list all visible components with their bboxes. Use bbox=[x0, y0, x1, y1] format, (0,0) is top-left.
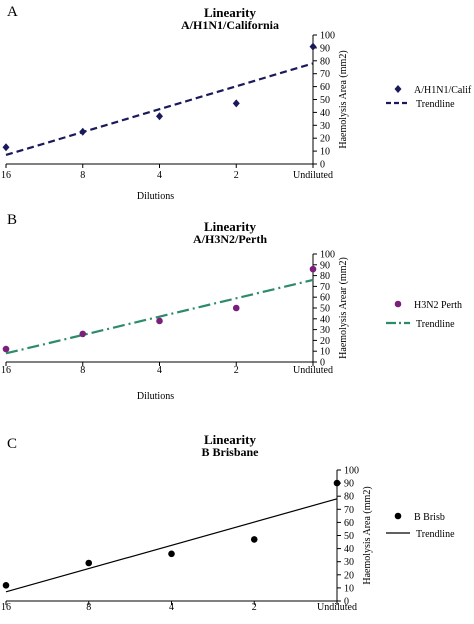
y-tick-label: 100 bbox=[344, 466, 359, 477]
y-tick-label: 60 bbox=[344, 518, 354, 529]
legend-label: Trendline bbox=[416, 99, 455, 110]
x-axis-title: Dilutions bbox=[137, 391, 174, 402]
chart-title: Linearity bbox=[204, 432, 256, 447]
chart-title-block: Linearity A/H3N2/Perth bbox=[110, 220, 350, 246]
x-tick-label: Undiluted bbox=[293, 365, 333, 376]
y-tick-label: 90 bbox=[320, 260, 330, 271]
panel-letter: A bbox=[7, 4, 18, 20]
legend-label: H3N2 Perth bbox=[414, 300, 462, 311]
y-tick-label: 50 bbox=[320, 95, 330, 106]
chart-panel-a: A Linearity A/H1N1/California 0 10 20 30 40 5… bbox=[0, 0, 474, 208]
panel-letter: B bbox=[7, 212, 18, 228]
data-point bbox=[168, 550, 175, 558]
data-point bbox=[333, 479, 341, 487]
y-axis-title: Haemolysis Arear (mm2) bbox=[338, 257, 349, 359]
y-tick-label: 70 bbox=[320, 282, 330, 293]
legend-marker bbox=[394, 300, 402, 308]
y-tick-label: 100 bbox=[320, 31, 335, 42]
y-tick-label: 60 bbox=[320, 82, 330, 93]
x-tick-label: 8 bbox=[80, 170, 85, 181]
legend-label: A/H1N1/Calif bbox=[414, 85, 472, 96]
data-point bbox=[232, 99, 240, 108]
y-tick-label: 40 bbox=[320, 108, 330, 119]
chart-subtitle: B Brisbane bbox=[201, 445, 259, 459]
legend-label: Trendline bbox=[416, 529, 455, 540]
data-point bbox=[85, 559, 93, 567]
data-point bbox=[2, 143, 10, 152]
trendline bbox=[5, 498, 338, 593]
y-tick-label: 30 bbox=[320, 121, 330, 132]
chart-panel-c: C Linearity B Brisbane 0 10 20 30 40 50 60 70 80… bbox=[0, 416, 474, 624]
y-tick-label: 50 bbox=[344, 531, 354, 542]
y-tick-label: 20 bbox=[320, 336, 330, 347]
legend-marker bbox=[394, 512, 402, 520]
trendline bbox=[5, 62, 314, 157]
y-tick-label: 40 bbox=[344, 544, 354, 555]
data-point bbox=[309, 265, 317, 273]
data-point bbox=[156, 112, 163, 121]
x-tick-label: 16 bbox=[1, 602, 11, 613]
x-tick-label: 8 bbox=[80, 365, 85, 376]
x-tick-label: 8 bbox=[86, 602, 91, 613]
x-tick-label: 4 bbox=[157, 170, 162, 181]
x-tick-label: 2 bbox=[234, 170, 239, 181]
y-tick-label: 60 bbox=[320, 293, 330, 304]
x-tick-label: Undiluted bbox=[317, 602, 357, 613]
y-tick-label: 90 bbox=[320, 43, 330, 54]
y-tick-label: 20 bbox=[344, 570, 354, 581]
y-tick-label: 0 bbox=[320, 160, 325, 171]
x-axis-title: Dilutions bbox=[137, 191, 174, 202]
chart-title-block: Linearity A/H1N1/California bbox=[110, 6, 350, 32]
trendline bbox=[5, 278, 314, 355]
data-point bbox=[79, 330, 87, 338]
y-axis-title: Haemolysis Area (mm2) bbox=[362, 486, 373, 584]
data-point bbox=[232, 304, 240, 312]
x-tick-label: 16 bbox=[1, 170, 11, 181]
y-tick-label: 100 bbox=[320, 250, 335, 261]
x-tick-label: Undiluted bbox=[293, 170, 333, 181]
y-tick-label: 90 bbox=[344, 479, 354, 490]
chart-subtitle: A/H1N1/California bbox=[181, 18, 279, 32]
y-tick-label: 50 bbox=[320, 304, 330, 315]
x-tick-label: 4 bbox=[169, 602, 174, 613]
data-point bbox=[250, 536, 258, 543]
y-tick-label: 70 bbox=[344, 505, 354, 516]
y-tick-label: 20 bbox=[320, 134, 330, 145]
chart-title: Linearity bbox=[204, 5, 256, 20]
legend-marker bbox=[394, 85, 402, 93]
y-tick-label: 10 bbox=[344, 583, 354, 594]
chart-title-block: Linearity B Brisbane bbox=[110, 433, 350, 459]
chart-subtitle: A/H3N2/Perth bbox=[193, 232, 267, 246]
y-tick-label: 70 bbox=[320, 69, 330, 80]
y-tick-label: 10 bbox=[320, 147, 330, 158]
y-tick-label: 40 bbox=[320, 314, 330, 325]
data-point bbox=[79, 127, 87, 136]
chart-title: Linearity bbox=[204, 219, 256, 234]
x-tick-label: 2 bbox=[234, 365, 239, 376]
y-tick-label: 0 bbox=[344, 597, 349, 608]
y-tick-label: 80 bbox=[320, 271, 330, 282]
y-tick-label: 80 bbox=[344, 492, 354, 503]
y-tick-label: 30 bbox=[344, 557, 354, 568]
legend-label: B Brisb bbox=[414, 512, 445, 523]
y-tick-label: 10 bbox=[320, 347, 330, 358]
y-tick-label: 0 bbox=[320, 358, 325, 369]
x-tick-label: 16 bbox=[1, 365, 11, 376]
chart-panel-b: B Linearity A/H3N2/Perth 0 10 20 30 40 50 60 70… bbox=[0, 208, 474, 416]
data-point bbox=[2, 345, 10, 353]
y-tick-label: 30 bbox=[320, 325, 330, 336]
chart-svg: 010203040506070809010016842UndilutedDilu… bbox=[1, 466, 455, 624]
y-axis-title: Haemolysis Area (mm2) bbox=[338, 50, 349, 148]
data-point bbox=[156, 317, 163, 325]
legend-label: Trendline bbox=[416, 319, 455, 330]
panel-letter: C bbox=[7, 436, 18, 452]
data-point bbox=[309, 42, 317, 51]
x-tick-label: 4 bbox=[157, 365, 162, 376]
data-point bbox=[2, 581, 10, 589]
x-tick-label: 2 bbox=[252, 602, 257, 613]
y-tick-label: 80 bbox=[320, 56, 330, 67]
